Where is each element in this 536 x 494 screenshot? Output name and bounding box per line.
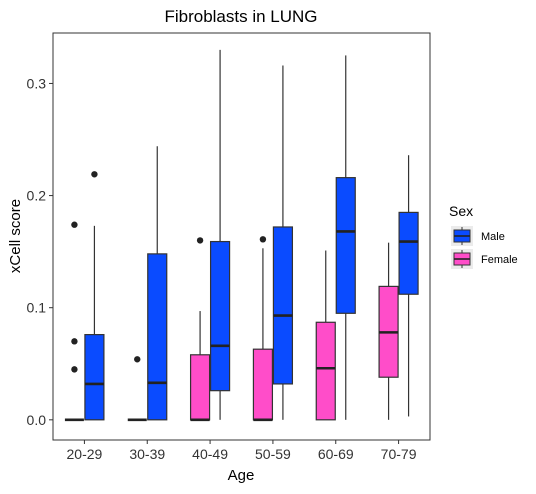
box-female-70-79 [378, 242, 399, 420]
y-tick-label: 0.3 [27, 75, 47, 91]
x-tick-label: 60-69 [318, 446, 354, 462]
legend: Sex Male Female [449, 203, 518, 269]
x-axis-label: Age [228, 467, 255, 484]
x-tick-label: 70-79 [381, 446, 417, 462]
box-male-60-69 [335, 55, 356, 420]
y-tick-label: 0.1 [27, 300, 47, 316]
outlier-point [71, 221, 78, 228]
outlier-point [71, 366, 78, 373]
box-male-30-39 [147, 146, 168, 421]
box-male-70-79 [398, 155, 419, 417]
box-male-50-59 [272, 65, 294, 420]
box-body [84, 334, 105, 421]
outlier-point [91, 171, 98, 178]
box-body [147, 253, 168, 421]
legend-entry-label: Male [481, 231, 505, 243]
box-body [335, 177, 356, 314]
box-body [272, 226, 294, 385]
x-tick-label: 20-29 [67, 446, 103, 462]
x-tick-label: 50-59 [255, 446, 291, 462]
x-tick-label: 40-49 [192, 446, 228, 462]
plot-panel [52, 32, 431, 441]
box-male-20-29 [84, 171, 105, 421]
y-axis: 0.0 0.1 0.2 0.3 [27, 75, 53, 428]
x-axis: 20-29 30-39 40-49 50-59 60-69 70-79 [67, 440, 417, 462]
box-female-20-29 [64, 221, 84, 422]
box-female-30-39 [127, 356, 147, 422]
box-male-40-49 [209, 49, 231, 420]
legend-entry-label: Female [481, 254, 518, 266]
outlier-point [71, 338, 78, 345]
box-body [189, 354, 211, 421]
legend-entries: Male Female [451, 226, 518, 269]
box-female-50-59 [252, 236, 274, 422]
outlier-point [134, 356, 141, 363]
chart-title: Fibroblasts in LUNG [164, 7, 317, 26]
box-body [209, 240, 231, 392]
legend-title: Sex [449, 203, 473, 219]
y-tick-label: 0.2 [27, 188, 47, 204]
box-body [315, 321, 336, 421]
box-layer [64, 49, 419, 422]
box-body [252, 348, 274, 421]
outlier-point [259, 236, 267, 243]
box-body [398, 211, 419, 295]
outlier-point [196, 237, 204, 244]
box-female-40-49 [189, 237, 211, 422]
x-tick-label: 30-39 [129, 446, 165, 462]
y-axis-label: xCell score [7, 199, 24, 273]
box-female-60-69 [315, 250, 336, 421]
y-tick-label: 0.0 [27, 412, 47, 428]
